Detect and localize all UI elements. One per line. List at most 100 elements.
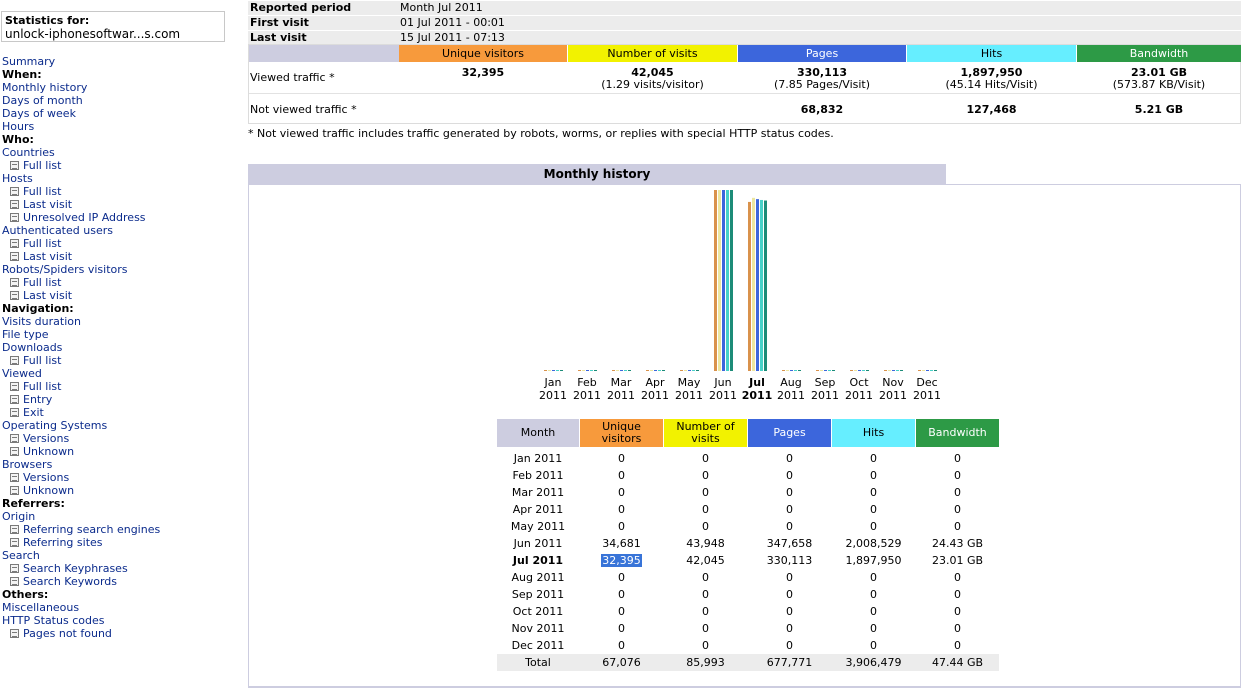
menu-link-file-type[interactable]: File type [2, 328, 49, 341]
menu-link-monthly-history[interactable]: Monthly history [2, 81, 88, 94]
menu-link-robots-spiders-visitors[interactable]: Robots/Spiders visitors [2, 263, 128, 276]
menu-sublink-label[interactable]: Referring sites [23, 536, 103, 549]
chart-x-label-dec: Dec 2011 [910, 376, 944, 402]
table-cell-number-of-visits: 0 [664, 569, 747, 586]
menu-link-miscellaneous[interactable]: Miscellaneous [2, 601, 80, 614]
menu-link-days-of-month[interactable]: Days of month [2, 94, 83, 107]
menu-sublink-label[interactable]: Unresolved IP Address [23, 211, 146, 224]
viewed-unique: 32,395 [461, 66, 505, 79]
menu-sublink-last-visit[interactable]: Last visit [2, 289, 160, 302]
table-cell-text: 0 [618, 520, 625, 533]
menu-link-http-status-codes[interactable]: HTTP Status codes [2, 614, 105, 627]
menu-link-browsers[interactable]: Browsers [2, 458, 53, 471]
table-cell-unique-visitors: 0 [580, 467, 663, 484]
list-icon [10, 525, 19, 534]
chart-x-label-month: Sep [814, 376, 836, 389]
menu-sublink-label[interactable]: Pages not found [23, 627, 112, 640]
table-cell-text: 347,658 [766, 537, 813, 550]
menu-sublink-label[interactable]: Versions [23, 432, 70, 445]
menu-sublink-unresolved-ip-address[interactable]: Unresolved IP Address [2, 211, 160, 224]
table-row: Mar 2011 0 0 0 0 0 [497, 484, 999, 501]
table-cell-text: Jul 2011 [512, 554, 564, 567]
table-row: Apr 2011 0 0 0 0 0 [497, 501, 999, 518]
menu-sublink-full-list[interactable]: Full list [2, 380, 160, 393]
table-cell-text: 0 [870, 639, 877, 652]
menu-sublink-referring-search-engines[interactable]: Referring search engines [2, 523, 160, 536]
menu-sublink-label[interactable]: Full list [23, 185, 62, 198]
menu-sublink-label[interactable]: Referring search engines [23, 523, 161, 536]
menu-sublink-entry[interactable]: Entry [2, 393, 160, 406]
menu-sublink-full-list[interactable]: Full list [2, 159, 160, 172]
chart-x-label-year: 2011 [709, 389, 737, 402]
menu-link-origin[interactable]: Origin [2, 510, 36, 523]
table-cell-bandwidth: 0 [916, 518, 999, 535]
menu-sublink-exit[interactable]: Exit [2, 406, 160, 419]
menu-link-hosts[interactable]: Hosts [2, 172, 33, 185]
table-cell-unique-visitors: 0 [580, 450, 663, 467]
menu-sublink-full-list[interactable]: Full list [2, 185, 160, 198]
list-icon [10, 382, 19, 391]
menu-sublink-label[interactable]: Versions [23, 471, 70, 484]
menu-sublink-search-keywords[interactable]: Search Keywords [2, 575, 160, 588]
menu-sublink-search-keyphrases[interactable]: Search Keyphrases [2, 562, 160, 575]
menu-sublink-label[interactable]: Unknown [23, 484, 75, 497]
menu-sublink-full-list[interactable]: Full list [2, 237, 160, 250]
menu-sublink-label[interactable]: Full list [23, 380, 62, 393]
menu-sublink-unknown[interactable]: Unknown [2, 484, 160, 497]
table-cell-text: 85,993 [686, 656, 725, 669]
chart-bar-hits-jan-2011 [556, 370, 559, 371]
chart-bar-pages-jun-2011 [722, 190, 725, 371]
table-cell-text: 0 [954, 503, 961, 516]
chart-x-label-year: 2011 [811, 389, 839, 402]
table-cell-number-of-visits: 0 [664, 603, 747, 620]
menu-sublink-label[interactable]: Entry [23, 393, 53, 406]
menu-sublink-full-list[interactable]: Full list [2, 276, 160, 289]
list-icon [10, 447, 19, 456]
chart-x-label-month: Oct [849, 376, 869, 389]
table-cell-text: 0 [954, 622, 961, 635]
menu-sublink-label[interactable]: Search Keywords [23, 575, 117, 588]
menu-sublink-label[interactable]: Search Keyphrases [23, 562, 128, 575]
menu-sublink-unknown[interactable]: Unknown [2, 445, 160, 458]
menu-sublink-label[interactable]: Last visit [23, 250, 73, 263]
menu-link-hours[interactable]: Hours [2, 120, 35, 133]
menu-sublink-label[interactable]: Last visit [23, 198, 73, 211]
menu-link-visits-duration[interactable]: Visits duration [2, 315, 81, 328]
menu-sublink-full-list[interactable]: Full list [2, 354, 160, 367]
summary-separator [249, 93, 1240, 94]
menu-sublink-label[interactable]: Full list [23, 276, 62, 289]
table-cell-bandwidth: 0 [916, 620, 999, 637]
table-cell-month: Jun 2011 [497, 535, 579, 552]
table-cell-text: 0 [786, 503, 793, 516]
table-cell-text: 43,948 [686, 537, 725, 550]
menu-link-search[interactable]: Search [2, 549, 40, 562]
menu-sublink-label[interactable]: Full list [23, 159, 62, 172]
menu-link-operating-systems[interactable]: Operating Systems [2, 419, 108, 432]
table-header-month: Month [497, 419, 579, 447]
menu-link-days-of-week[interactable]: Days of week [2, 107, 76, 120]
menu-link-summary[interactable]: Summary [2, 55, 56, 68]
table-cell-month: Aug 2011 [497, 569, 579, 586]
table-header-label: Number of visits [676, 420, 735, 445]
menu-sublink-pages-not-found[interactable]: Pages not found [2, 627, 160, 640]
menu-link-viewed[interactable]: Viewed [2, 367, 42, 380]
chart-bar-hits-sep-2011 [828, 370, 831, 371]
menu-sublink-last-visit[interactable]: Last visit [2, 198, 160, 211]
menu-link-authenticated-users[interactable]: Authenticated users [2, 224, 113, 237]
chart-bar-unique-visitors-feb-2011 [578, 370, 581, 371]
menu-link-countries[interactable]: Countries [2, 146, 55, 159]
menu-sublink-last-visit[interactable]: Last visit [2, 250, 160, 263]
chart-bar-bandwidth-may-2011 [696, 370, 699, 371]
menu-sublink-label[interactable]: Last visit [23, 289, 73, 302]
menu-sublink-label[interactable]: Unknown [23, 445, 75, 458]
table-cell-text: 0 [618, 486, 625, 499]
menu-link-downloads[interactable]: Downloads [2, 341, 63, 354]
menu-sublink-label[interactable]: Full list [23, 354, 62, 367]
menu-sublink-label[interactable]: Exit [23, 406, 44, 419]
menu-sublink-label[interactable]: Full list [23, 237, 62, 250]
table-cell-bandwidth: 0 [916, 450, 999, 467]
chart-bar-pages-aug-2011 [790, 370, 793, 371]
menu-sublink-referring-sites[interactable]: Referring sites [2, 536, 160, 549]
menu-sublink-versions[interactable]: Versions [2, 471, 160, 484]
menu-sublink-versions[interactable]: Versions [2, 432, 160, 445]
